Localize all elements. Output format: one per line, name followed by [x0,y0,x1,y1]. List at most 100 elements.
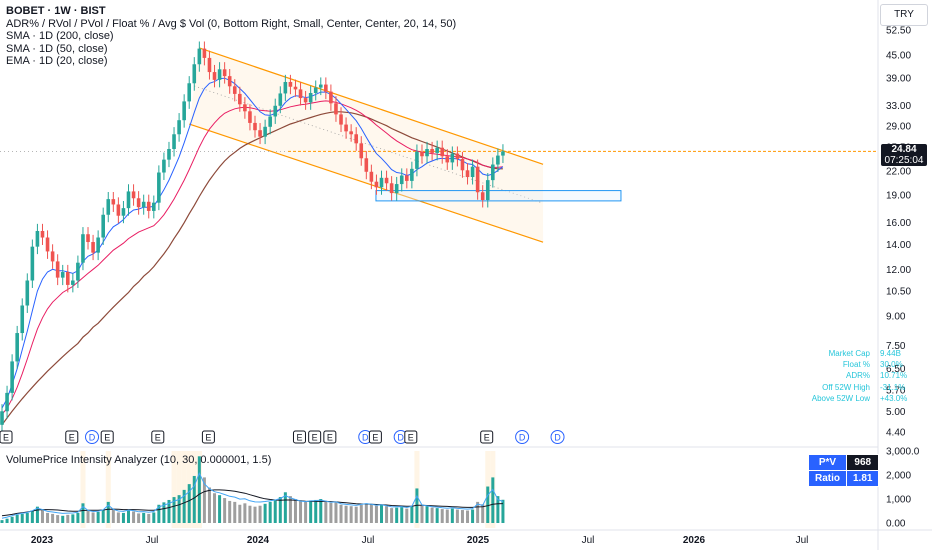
candle-body [30,246,35,281]
candle-body [212,72,217,80]
candle-body [91,242,95,253]
volume-bar [182,489,186,523]
candle [273,98,278,124]
candle [238,86,242,112]
volume-bar [25,512,29,523]
candle [131,184,136,206]
candle-body [15,333,19,362]
candle [35,223,40,255]
volume-bar [238,504,242,523]
candle [374,174,379,195]
axes: 52.5045.0039.0033.0029.0025.5022.0019.00… [31,26,920,547]
volume-bar [369,504,373,523]
volume-bar [288,496,292,523]
volume-bar [354,506,358,523]
volume-bar [273,499,277,523]
indicator-sma50[interactable]: SMA · 1D (50, close) [6,42,108,55]
volume-bar [15,514,19,523]
candle-body [0,411,4,425]
indicator-ema20[interactable]: EMA · 1D (20, close) [6,55,108,67]
volume-bar [202,477,206,523]
candle [96,230,100,261]
earnings-marker: E [292,430,306,444]
price-tick-label: 39.00 [886,74,911,85]
volume-bar [471,509,475,523]
stat-value: +43.0% [880,393,908,403]
volume-bar [400,507,404,523]
volume-bar [415,488,419,523]
volume-bar [455,509,459,523]
candle [81,227,85,271]
indicator-sma200[interactable]: SMA · 1D (200, close) [6,30,114,42]
candle [258,123,262,145]
volume-panel [0,451,505,528]
candle-body [45,237,50,252]
volume-bar [248,505,252,523]
channel-upper-line [199,47,544,165]
marker-label: D [519,433,526,443]
volume-bar [481,504,485,523]
candle [329,84,333,111]
marker-label: D [362,433,369,443]
candle [415,144,419,177]
candle-body [435,147,439,153]
candle-body [303,98,308,103]
earnings-marker: E [323,430,337,444]
marker-badge [550,430,565,444]
volume-bar [440,509,444,523]
marker-label: E [205,433,211,443]
currency-button[interactable]: TRY [880,4,928,26]
dividend-marker: D [550,430,565,444]
marker-badge [323,430,337,444]
candle-body [253,122,257,131]
marker-badge [292,430,306,444]
volume-indicator-title[interactable]: VolumePrice Intensity Analyzer (10, 30, … [6,454,272,466]
volume-bar [218,495,222,523]
marker-badge [515,430,530,444]
volume-ma-line [1,489,503,517]
candle [177,113,181,142]
price-tick-label: 5.00 [886,407,906,418]
ratio-value: 1.81 [845,470,880,487]
time-tick-label: 2023 [31,535,54,546]
candle [10,354,14,401]
candle-body [313,87,318,93]
candle-body [40,230,45,238]
intensity-band [105,451,111,528]
volume-bar [207,487,211,523]
candle [0,404,4,433]
volume-bar [233,501,237,523]
candle-body [248,111,252,123]
volume-bar [116,512,120,523]
volume-bar [278,497,282,523]
candle-body [460,158,465,171]
bar-countdown: 07:25:04 [884,155,924,166]
candle-body [329,91,333,104]
candle-body [420,151,424,157]
candle-body [268,116,272,127]
sma50-line [1,100,503,415]
stats-row: Market Cap 9.44B [770,348,920,359]
candle-body [5,392,9,412]
volume-bar [228,500,232,523]
candle-body [465,170,470,178]
candle [349,124,353,142]
ratio-row: Ratio 1.81 [808,470,880,487]
candle [192,57,197,91]
indicator-adr[interactable]: ADR% / RVol / PVol / Float % / Avg $ Vol… [6,17,457,30]
candle [389,176,394,201]
candle-body [187,83,192,102]
candle [212,64,217,88]
marker-badge [100,430,114,444]
volume-bar [51,513,55,523]
volume-bar [10,516,14,523]
stat-label: Market Cap [828,349,870,358]
volume-bar [425,506,429,523]
symbol-title[interactable]: BOBET · 1W · BIST [6,5,106,17]
candle [146,194,151,219]
volume-bar [299,501,303,523]
candle-body [455,153,460,159]
volume-bar [374,505,378,523]
candle [293,79,298,97]
